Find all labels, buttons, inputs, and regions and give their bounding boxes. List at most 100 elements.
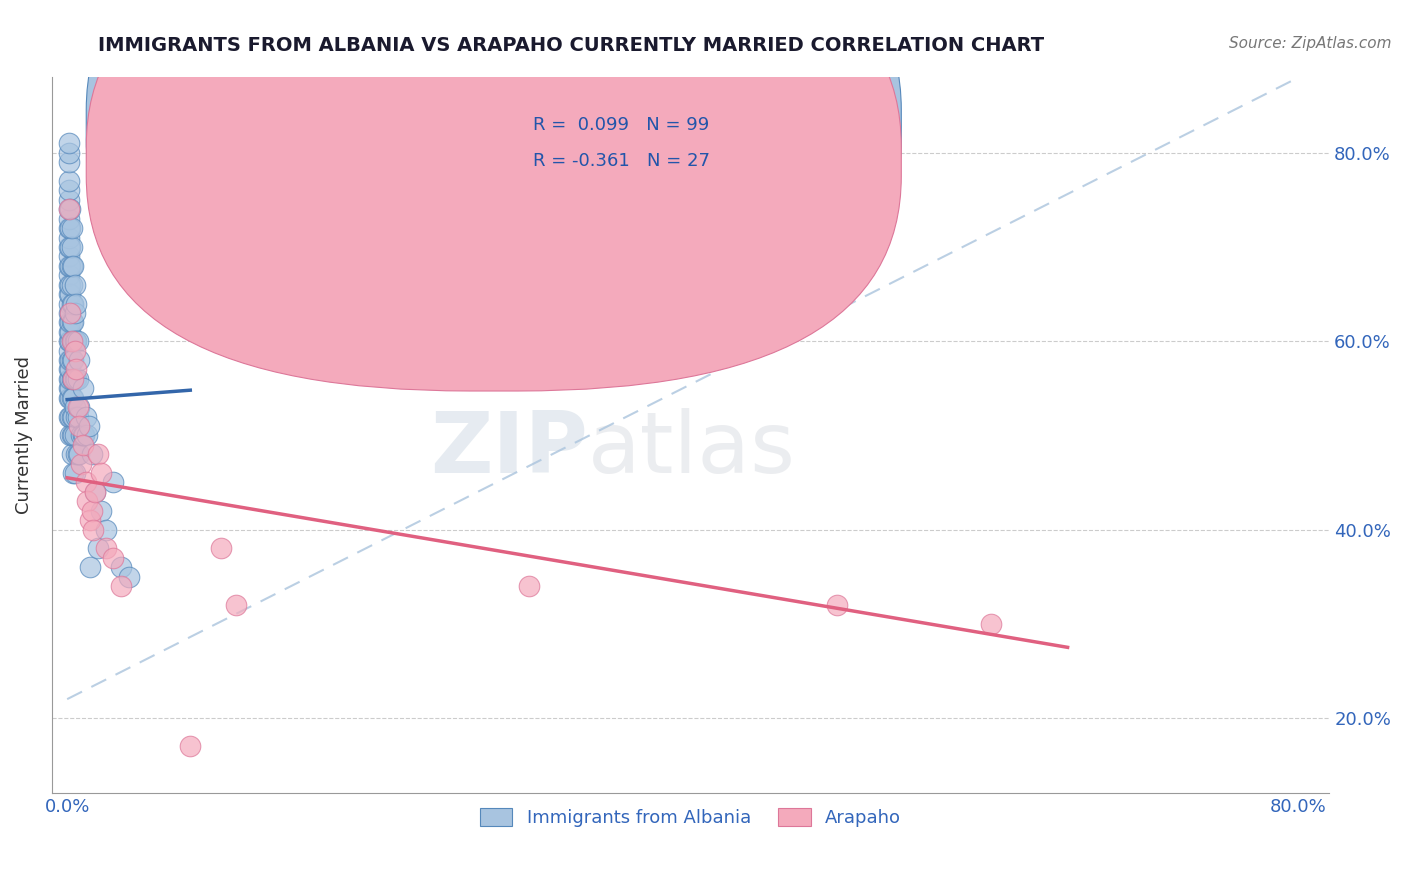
- Point: [59, 277, 82, 292]
- Point: [62, 428, 84, 442]
- Point: [62, 372, 84, 386]
- Point: [62, 372, 84, 386]
- Point: [59, 306, 82, 320]
- Point: [87, 447, 110, 461]
- Text: atlas: atlas: [588, 409, 796, 491]
- Point: [59, 362, 82, 376]
- Point: [63, 306, 86, 320]
- Point: [76, 428, 98, 442]
- Point: [66, 409, 89, 424]
- Point: [59, 259, 82, 273]
- Point: [58, 259, 80, 273]
- Point: [62, 296, 84, 310]
- Point: [59, 287, 82, 301]
- Point: [59, 240, 82, 254]
- Point: [179, 739, 201, 754]
- Point: [90, 504, 112, 518]
- Point: [66, 447, 89, 461]
- Point: [59, 306, 82, 320]
- Point: [980, 616, 1002, 631]
- Point: [103, 475, 125, 490]
- Point: [94, 523, 117, 537]
- Point: [72, 438, 94, 452]
- Point: [58, 155, 80, 169]
- Point: [79, 560, 101, 574]
- Y-axis label: Currently Married: Currently Married: [15, 357, 32, 515]
- Point: [63, 466, 86, 480]
- Point: [118, 570, 141, 584]
- Point: [65, 334, 87, 349]
- Point: [58, 230, 80, 244]
- Point: [62, 353, 84, 368]
- Point: [80, 447, 103, 461]
- Point: [72, 381, 94, 395]
- Point: [58, 381, 80, 395]
- Point: [59, 391, 82, 405]
- Point: [94, 541, 117, 556]
- Point: [60, 409, 83, 424]
- Point: [58, 184, 80, 198]
- Point: [79, 513, 101, 527]
- Point: [59, 428, 82, 442]
- Point: [60, 447, 83, 461]
- Point: [66, 400, 89, 414]
- Point: [66, 334, 89, 349]
- Point: [63, 400, 86, 414]
- Point: [58, 249, 80, 263]
- Point: [58, 211, 80, 226]
- Point: [58, 362, 80, 376]
- Point: [65, 372, 87, 386]
- Point: [62, 409, 84, 424]
- Point: [69, 447, 91, 461]
- Point: [65, 447, 87, 461]
- Point: [59, 409, 82, 424]
- Point: [60, 221, 83, 235]
- Point: [58, 221, 80, 235]
- Point: [60, 391, 83, 405]
- Point: [59, 353, 82, 368]
- FancyBboxPatch shape: [441, 92, 825, 199]
- Text: R =  0.099   N = 99: R = 0.099 N = 99: [533, 116, 710, 134]
- Point: [58, 193, 80, 207]
- Point: [58, 334, 80, 349]
- Point: [62, 391, 84, 405]
- Point: [58, 315, 80, 329]
- Point: [225, 598, 247, 612]
- Point: [60, 372, 83, 386]
- Point: [62, 259, 84, 273]
- Point: [83, 484, 105, 499]
- Point: [69, 419, 91, 434]
- Text: ZIP: ZIP: [430, 409, 588, 491]
- Point: [60, 277, 83, 292]
- Point: [63, 343, 86, 358]
- Point: [69, 353, 91, 368]
- Point: [60, 240, 83, 254]
- Point: [60, 334, 83, 349]
- Point: [73, 428, 96, 442]
- Point: [80, 504, 103, 518]
- Point: [65, 362, 87, 376]
- Point: [65, 409, 87, 424]
- Point: [58, 306, 80, 320]
- Text: R = -0.361   N = 27: R = -0.361 N = 27: [533, 153, 710, 170]
- Point: [59, 315, 82, 329]
- Point: [60, 428, 83, 442]
- Point: [76, 494, 98, 508]
- Point: [62, 466, 84, 480]
- Point: [90, 466, 112, 480]
- Point: [58, 296, 80, 310]
- Point: [59, 372, 82, 386]
- Point: [59, 334, 82, 349]
- Text: Source: ZipAtlas.com: Source: ZipAtlas.com: [1229, 36, 1392, 51]
- Point: [63, 372, 86, 386]
- Point: [63, 428, 86, 442]
- Point: [59, 221, 82, 235]
- Point: [60, 259, 83, 273]
- Point: [58, 391, 80, 405]
- Text: IMMIGRANTS FROM ALBANIA VS ARAPAHO CURRENTLY MARRIED CORRELATION CHART: IMMIGRANTS FROM ALBANIA VS ARAPAHO CURRE…: [98, 36, 1045, 54]
- Point: [63, 334, 86, 349]
- Point: [59, 202, 82, 217]
- Point: [60, 334, 83, 349]
- Point: [58, 277, 80, 292]
- Legend: Immigrants from Albania, Arapaho: Immigrants from Albania, Arapaho: [472, 801, 908, 834]
